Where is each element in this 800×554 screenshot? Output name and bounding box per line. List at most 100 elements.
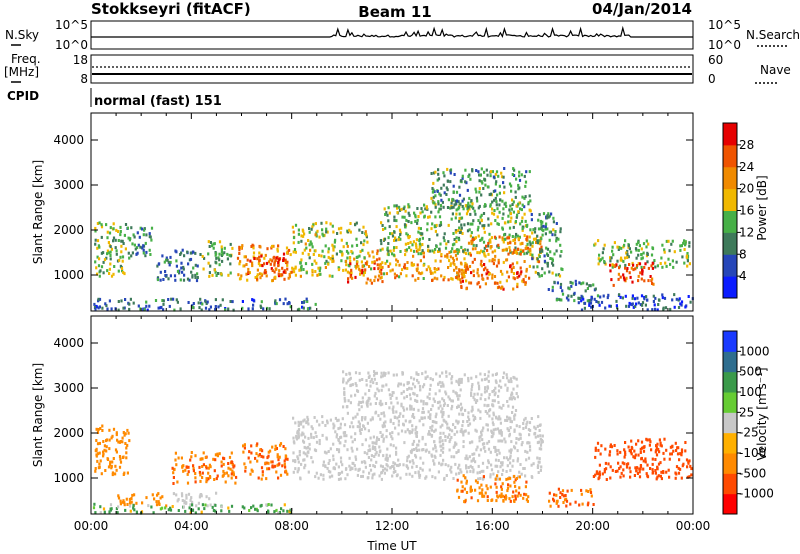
power-cell [597,262,600,266]
velocity-cell [318,423,321,427]
velocity-cell [368,471,371,475]
power-colorbar-tick-label: 20 [739,182,754,196]
velocity-cell [416,394,419,398]
power-cell [582,281,585,285]
power-cell [355,243,359,247]
velocity-cell [684,441,687,444]
power-cell [434,229,437,233]
velocity-cell [103,448,106,452]
velocity-cell [171,505,174,508]
power-cell [393,239,396,242]
power-cell [97,297,100,301]
power-cell [650,264,653,268]
power-cell [425,206,428,210]
power-cell [376,249,379,253]
power-cell [331,256,334,260]
velocity-cell [353,438,356,442]
power-cell [473,257,476,261]
ytick-label: 2000 [53,426,84,440]
power-cell [449,262,452,266]
power-cell [493,275,497,278]
power-cell [559,230,562,234]
velocity-cell [403,396,406,400]
power-cell [150,238,153,242]
power-cell [323,255,326,259]
velocity-cell [379,417,382,421]
power-cell [430,172,433,175]
power-cell [436,277,439,281]
velocity-cell [327,450,330,453]
velocity-cell [294,459,297,463]
velocity-cell [412,382,415,386]
power-cell [194,273,197,277]
power-cell [109,262,112,266]
power-cell [420,207,423,211]
power-cell [474,212,477,216]
power-cell [599,258,603,262]
power-cell [142,248,145,252]
velocity-cell [565,504,568,508]
power-cell [446,167,449,171]
power-cell [460,179,463,183]
velocity-cell [414,453,417,457]
velocity-cell [453,444,456,448]
velocity-cell [375,439,378,443]
power-cell [109,245,112,249]
power-cell [430,196,433,200]
power-cell [524,281,527,285]
power-cell [375,258,379,262]
power-cell [502,260,505,264]
power-cell [215,252,218,256]
velocity-cell [314,475,317,479]
velocity-cell [225,471,228,475]
power-cell [214,270,217,274]
velocity-cell [519,436,522,440]
velocity-cell [434,476,437,480]
velocity-cell [397,423,400,427]
velocity-cell [350,466,353,470]
power-cell [278,298,282,302]
power-colorbar-swatch [723,144,737,168]
power-cell [221,252,224,256]
velocity-cell [371,476,374,480]
power-cell [630,250,633,254]
velocity-cell [209,465,212,469]
velocity-cell [391,431,394,435]
power-cell [209,241,212,244]
power-cell [350,268,353,272]
velocity-cell [628,466,631,470]
velocity-cell [180,492,184,496]
velocity-cell [494,448,497,452]
power-cell [540,248,543,252]
velocity-cell [479,477,482,480]
power-cell [392,253,395,257]
power-cell [520,208,523,212]
velocity-cell [414,398,417,402]
velocity-cell [499,379,502,383]
power-cell [439,207,442,211]
power-cell [294,273,297,277]
power-cell [122,306,125,310]
velocity-cell [539,423,542,427]
velocity-cell [500,431,503,435]
power-cell [135,252,138,256]
power-cell [208,271,211,275]
velocity-cell [662,470,665,473]
power-cell [405,274,408,278]
velocity-cell [189,458,192,462]
power-cell [484,254,487,258]
power-cell [468,207,471,211]
velocity-cell [411,448,414,452]
power-cell [267,260,271,264]
velocity-cell [197,501,200,505]
velocity-cell [389,466,392,470]
velocity-cell [483,373,486,377]
power-cell [264,253,267,257]
power-cell [194,276,197,279]
power-cell [636,296,639,300]
velocity-cell [324,464,327,468]
velocity-cell [384,372,387,376]
power-cell [640,253,643,256]
velocity-cell [461,489,464,493]
velocity-cell [115,431,118,435]
